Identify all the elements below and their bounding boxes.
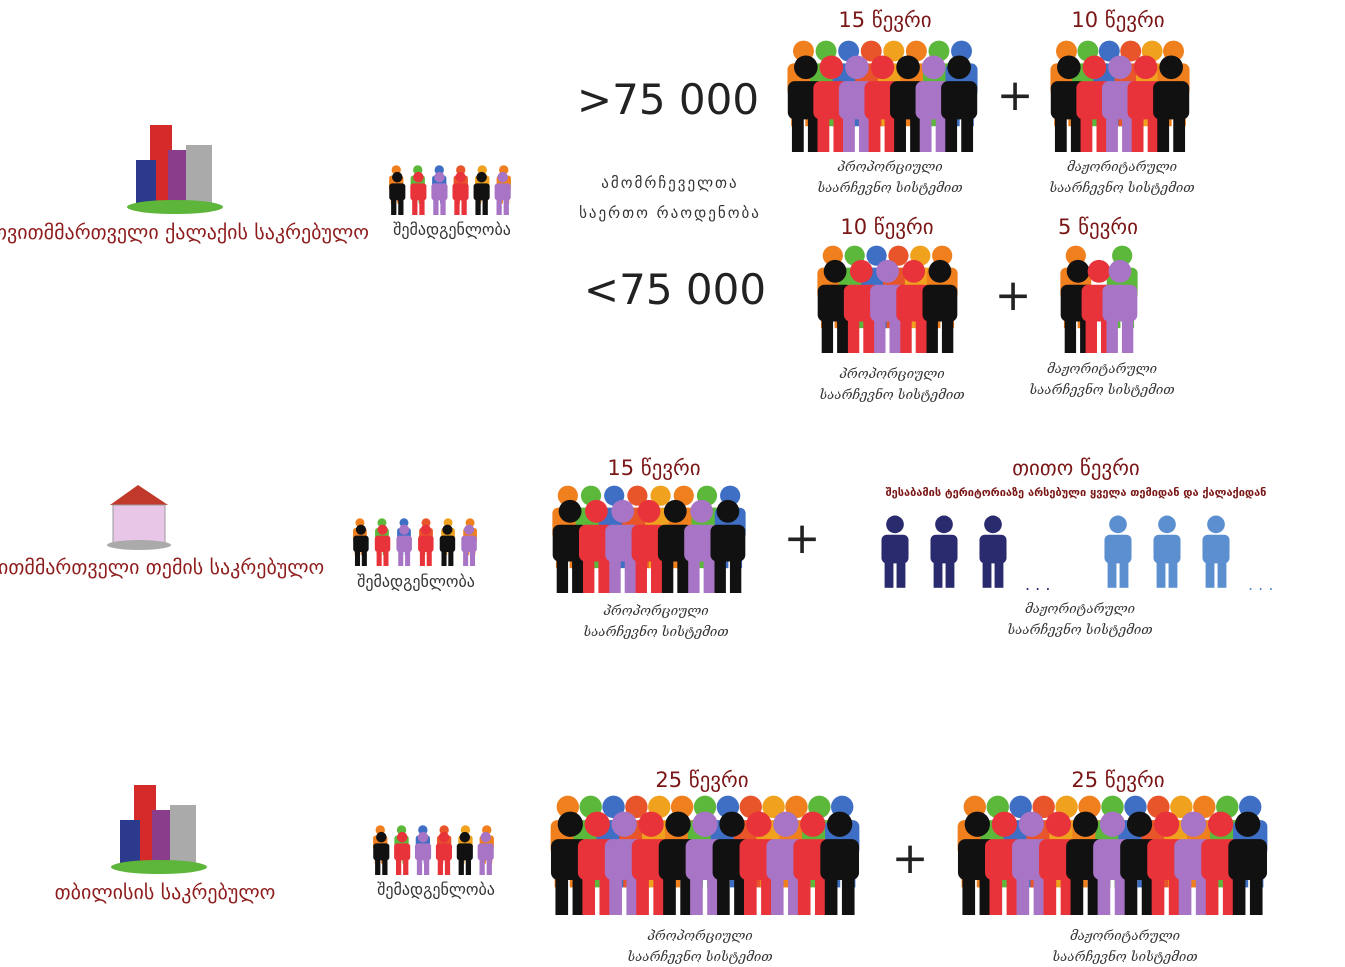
crowd xyxy=(373,825,494,875)
plus: + xyxy=(891,833,929,884)
caption: პროპორციული საარჩევნო სისტემით xyxy=(817,160,963,196)
composition-label: შემადგენლობა xyxy=(393,220,511,239)
crowd xyxy=(787,40,978,152)
member-count: 5 წევრი xyxy=(1058,215,1138,239)
plus: + xyxy=(783,513,821,564)
crowd xyxy=(1050,40,1190,152)
threshold: <75 000 xyxy=(583,265,767,314)
caption: პროპორციული საარჩევნო სისტემით xyxy=(583,604,729,640)
svg-text:. . .: . . . xyxy=(1025,575,1050,594)
caption: პროპორციული საარჩევნო სისტემით xyxy=(627,929,773,965)
crowd xyxy=(552,485,746,593)
crowd xyxy=(957,795,1268,915)
crowd xyxy=(353,518,477,566)
caption: მაჟორიტარული საარჩევნო სისტემით xyxy=(1052,929,1198,965)
composition-label: შემადგენლობა xyxy=(377,880,495,899)
voters-label: ამომრჩეველთა საერთო რაოდენობა xyxy=(579,174,761,222)
tbilisi-title: თბილისის საკრებულო xyxy=(54,880,276,904)
composition-label: შემადგენლობა xyxy=(357,572,475,591)
plus: + xyxy=(996,70,1034,121)
member-count: 15 წევრი xyxy=(607,456,701,480)
member-count: 25 წევრი xyxy=(1071,768,1165,792)
member-count: 10 წევრი xyxy=(840,215,934,239)
caption: მაჟორიტარული საარჩევნო სისტემით xyxy=(1029,362,1175,398)
member-count: 10 წევრი xyxy=(1071,8,1165,32)
caption: მაჟორიტარული საარჩევნო სისტემით xyxy=(1049,160,1195,196)
threshold: >75 000 xyxy=(576,75,760,124)
note: შესაბამის ტერიტორიაზე არსებული ყველა თემ… xyxy=(885,486,1267,499)
single-members: . . . xyxy=(881,515,1050,594)
community-title: თვითმმართველი თემის საკრებულო xyxy=(0,555,325,579)
member-count: 25 წევრი xyxy=(655,768,749,792)
tbilisi-building xyxy=(111,785,207,874)
city-building xyxy=(127,125,223,214)
caption: პროპორციული საარჩევნო სისტემით xyxy=(819,367,965,403)
member-count: 15 წევრი xyxy=(838,8,932,32)
caption: მაჟორიტარული საარჩევნო სისტემით xyxy=(1007,602,1153,638)
crowd xyxy=(550,795,860,915)
plus: + xyxy=(994,270,1032,321)
city-title: თვითმმართველი ქალაქის საკრებულო xyxy=(0,220,369,244)
crowd xyxy=(1060,245,1138,353)
crowd xyxy=(389,165,511,215)
single-members: . . . xyxy=(1104,515,1273,594)
crowd xyxy=(817,245,958,353)
community-building xyxy=(107,485,171,550)
member-count: თითო წევრი xyxy=(1012,456,1140,480)
svg-text:. . .: . . . xyxy=(1248,575,1273,594)
